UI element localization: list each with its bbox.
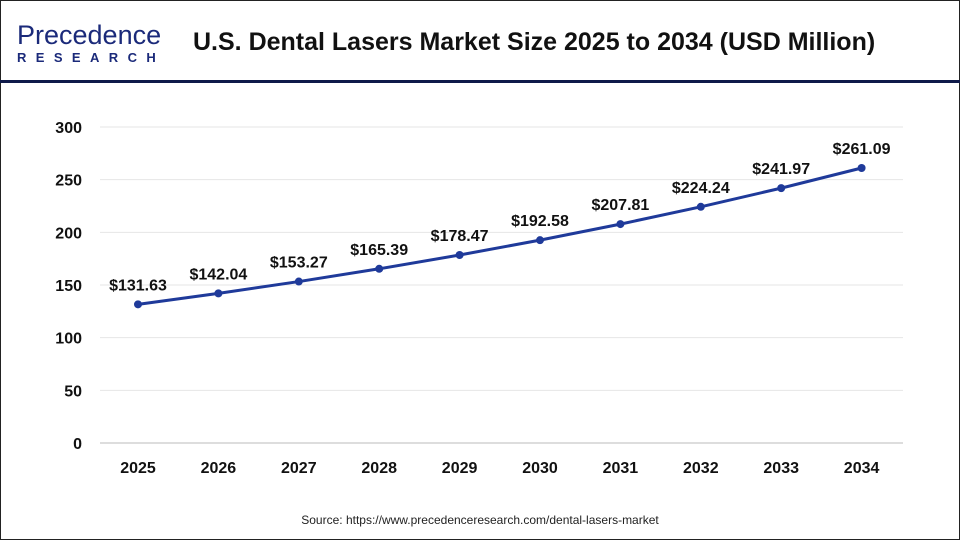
- data-label: $207.81: [591, 197, 649, 214]
- source-text: Source: https://www.precedenceresearch.c…: [301, 513, 659, 527]
- logo-text-top: Precedence: [17, 20, 162, 50]
- x-tick-label: 2029: [442, 460, 478, 477]
- x-tick-label: 2032: [683, 460, 719, 477]
- logo-text-bottom: RESEARCH: [17, 50, 166, 65]
- x-tick-label: 2034: [844, 460, 880, 477]
- data-point: [134, 300, 142, 309]
- data-label: $241.97: [752, 161, 810, 178]
- series-line: [137, 166, 862, 306]
- chart-title: U.S. Dental Lasers Market Size 2025 to 2…: [193, 28, 876, 56]
- y-tick-label: 100: [55, 331, 82, 348]
- data-point: [616, 220, 625, 229]
- x-tick-label: 2030: [522, 460, 558, 477]
- y-tick-label: 0: [73, 436, 82, 453]
- y-tick-label: 250: [55, 173, 82, 190]
- x-tick-label: 2028: [361, 460, 397, 477]
- data-point: [857, 163, 866, 172]
- data-label: $261.09: [833, 141, 891, 158]
- y-tick-label: 300: [55, 120, 82, 137]
- data-label: $192.58: [511, 213, 569, 230]
- data-label: $131.63: [109, 277, 167, 294]
- x-tick-label: 2027: [281, 460, 317, 477]
- data-point: [536, 236, 544, 245]
- x-tick-label: 2033: [763, 460, 799, 477]
- header: Precedence RESEARCH U.S. Dental Lasers M…: [0, 0, 960, 83]
- data-point: [375, 264, 384, 273]
- data-label: $178.47: [431, 228, 489, 245]
- data-label: $165.39: [350, 242, 408, 259]
- x-tick-label: 2031: [603, 460, 639, 477]
- data-point: [294, 277, 303, 286]
- data-label: $142.04: [189, 266, 247, 283]
- x-tick-label: 2026: [201, 460, 237, 477]
- y-tick-label: 200: [55, 225, 82, 242]
- data-point: [455, 251, 464, 260]
- data-label: $224.24: [672, 180, 730, 197]
- data-point: [214, 289, 223, 298]
- data-point: [777, 184, 786, 193]
- data-label: $153.27: [270, 255, 328, 272]
- y-tick-label: 150: [55, 278, 82, 295]
- logo: Precedence RESEARCH: [17, 20, 166, 66]
- x-tick-label: 2025: [120, 460, 156, 477]
- data-point: [696, 202, 705, 211]
- y-tick-label: 50: [64, 383, 82, 400]
